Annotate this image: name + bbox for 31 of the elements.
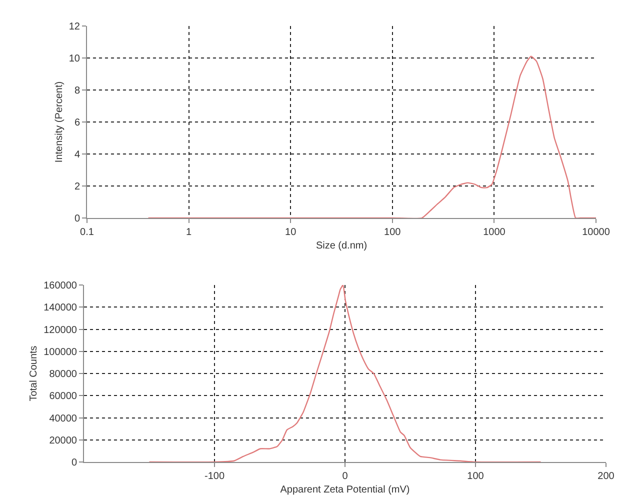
y-tick-label: 0 [74,214,80,224]
x-axis-title: Size (d.nm) [316,240,368,252]
x-tick-label: 0.1 [80,227,94,238]
y-axis-title: Intensity (Percent) [54,81,65,163]
y-tick-label: 40000 [49,413,78,424]
y-tick-label: 10 [68,54,80,64]
x-tick-label: 1000 [483,227,506,238]
y-tick-label: 140000 [44,302,78,314]
x-tick-label: 200 [598,471,615,482]
y-tick-label: 20000 [49,435,78,446]
y-tick-label: 120000 [44,324,78,336]
y-tick-label: 0 [71,458,78,468]
line-series [148,285,542,462]
y-tick-label: 2 [74,182,80,192]
x-tick-label: 1 [186,227,192,238]
y-tick-label: 8 [74,86,80,96]
x-tick-label: 0 [342,471,348,482]
y-tick-label: 160000 [44,280,78,292]
y-tick-label: 80000 [49,369,78,380]
y-tick-label: 6 [74,118,80,128]
x-axis-title: Apparent Zeta Potential (mV) [280,484,410,496]
x-tick-label: -100 [204,471,225,482]
x-tick-label: 100 [384,227,402,238]
x-tick-label: 10 [285,227,297,238]
y-tick-label: 100000 [44,346,78,358]
y-tick-label: 4 [74,150,80,160]
y-tick-label: 60000 [49,391,78,402]
y-tick-label: 12 [68,22,80,32]
x-tick-label: 10000 [582,227,610,238]
x-tick-label: 100 [467,471,484,482]
y-axis-title: Total Counts [28,346,40,402]
